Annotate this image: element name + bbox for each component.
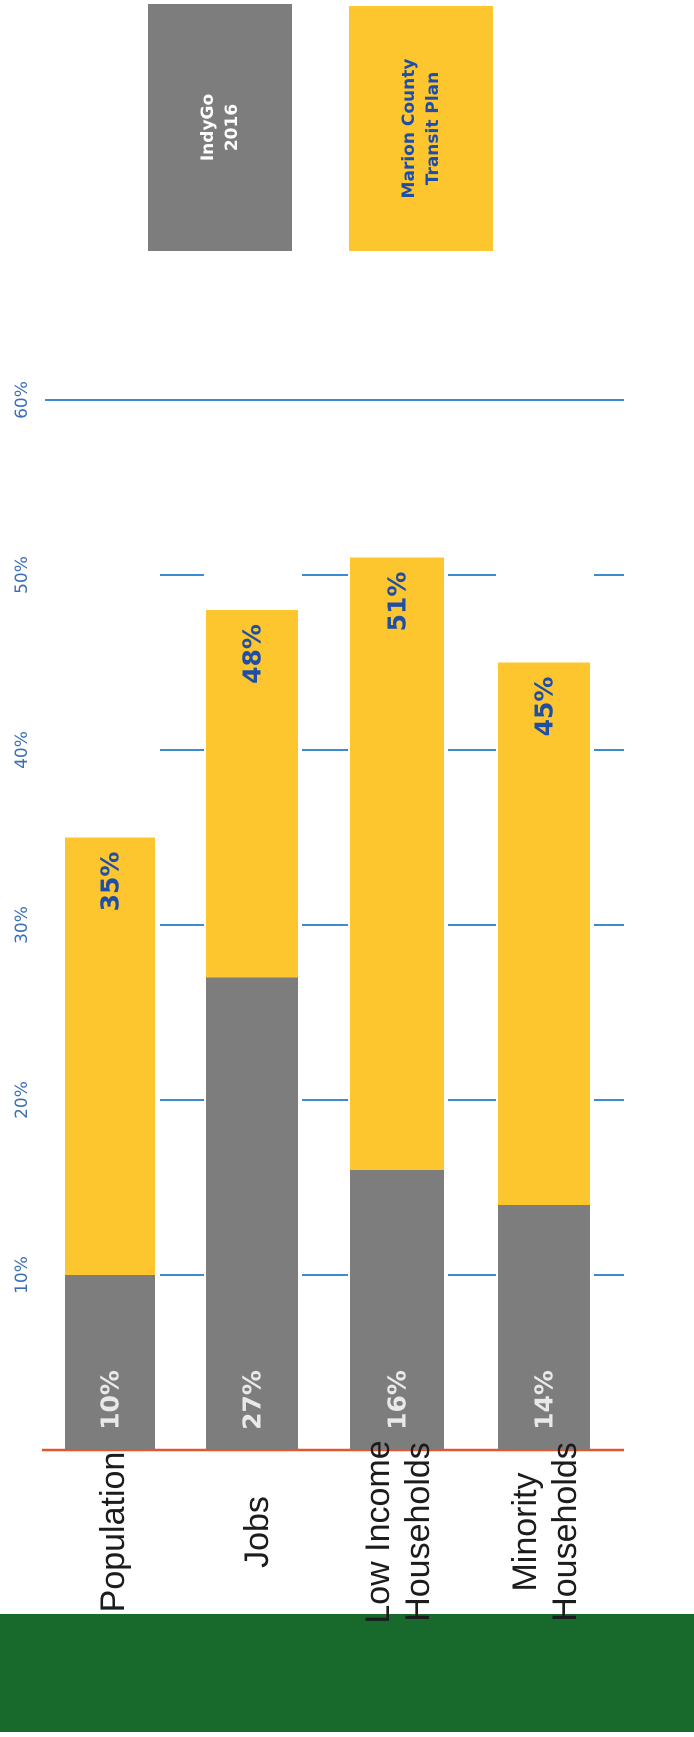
data-label-plan: 48% (238, 624, 267, 684)
legend-plan-swatch (349, 6, 493, 251)
bar-plan-2 (350, 557, 444, 1170)
data-label-indygo: 10% (96, 1370, 125, 1430)
bar-indygo-2 (350, 1170, 444, 1450)
x-tick-label: 10% (12, 1256, 32, 1294)
bar-indygo-0 (65, 1275, 155, 1450)
data-label-plan: 35% (96, 852, 125, 912)
category-label: Households (399, 1442, 437, 1622)
x-tick-label: 20% (12, 1081, 32, 1119)
data-label-plan: 51% (383, 572, 412, 632)
x-tick-label: 30% (12, 906, 32, 944)
x-tick-label: 40% (12, 731, 32, 769)
legend-indygo-label: IndyGo (198, 94, 218, 161)
x-tick-label: 50% (12, 556, 32, 594)
category-label: Households (546, 1442, 584, 1622)
data-label-indygo: 27% (238, 1370, 267, 1430)
side-band (0, 1614, 694, 1732)
legend-indygo-swatch (148, 4, 292, 251)
category-label: Low Income (359, 1440, 397, 1623)
x-tick-label: 60% (12, 381, 32, 419)
category-label: Minority (506, 1472, 544, 1591)
bar-plan-0 (65, 837, 155, 1275)
data-label-plan: 45% (530, 677, 559, 737)
bar-indygo-1 (206, 977, 298, 1450)
legend-indygo-label: 2016 (222, 104, 242, 151)
legend-plan-label: Transit Plan (423, 72, 443, 186)
data-label-indygo: 16% (383, 1370, 412, 1430)
category-label: Population (94, 1452, 132, 1613)
bar-plan-1 (206, 610, 298, 978)
bar-indygo-3 (498, 1205, 590, 1450)
bar-plan-3 (498, 662, 590, 1205)
data-label-indygo: 14% (530, 1370, 559, 1430)
legend-plan-label: Marion County (399, 59, 419, 199)
category-label: Jobs (238, 1496, 276, 1568)
